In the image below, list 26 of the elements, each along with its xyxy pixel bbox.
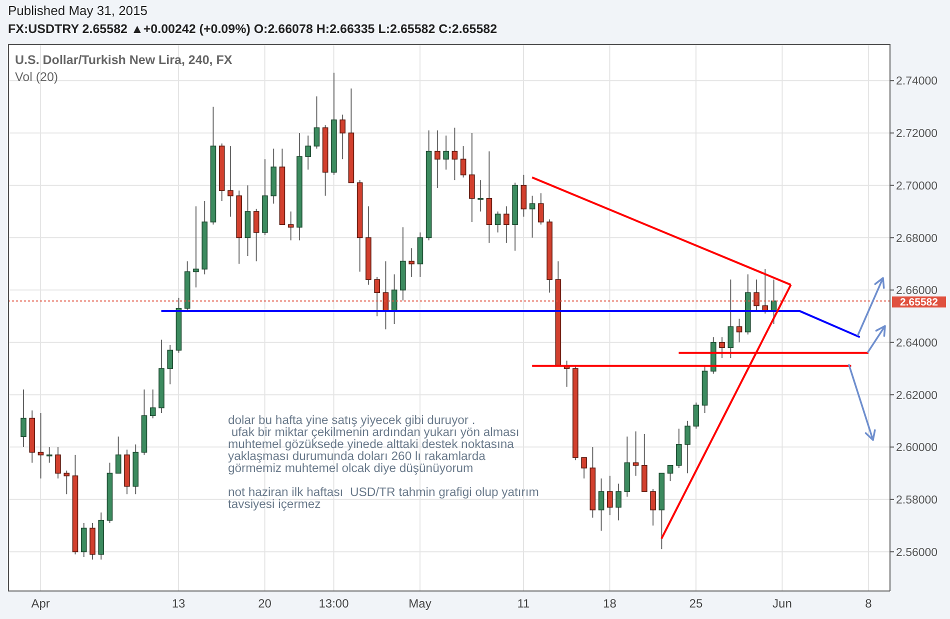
x-tick-label: Apr: [31, 596, 50, 611]
x-tick-label: May: [408, 596, 432, 611]
x-tick-label: 20: [258, 596, 272, 611]
x-tick-label: 8: [865, 596, 872, 611]
annotation: Vol (20): [15, 70, 58, 84]
x-tick-label: 13:00: [318, 596, 350, 611]
x-tick-label: 13: [172, 596, 186, 611]
y-tick-label: 2.58000: [896, 494, 938, 506]
chart-title: FX:USDTRY 2.65582 ▲+0.00242 (+0.09%) O:2.66078 H:2.66335 L:2.65582 C:2.65582: [8, 22, 498, 36]
text: U.S. Dollar/Turkish New Lira, 240, FX: [15, 53, 232, 67]
annotation: dolar bu hafta yine satış yiyecek gibi duruyor . ufak bir miktar çekilmenin ardından yukarı yön alması muhtemel gözüksede yinede alttaki destek noktasına yaklaşması durumunda doları 260 lı rakamlarda görmemiz muhtemel olcak diye düşünüyorum not haziran ilk haftası USD/TR tahmin grafigi olup yatırım tavsiyesi içermez: [228, 413, 539, 511]
y-tick-label: 2.68000: [896, 232, 938, 245]
x-tick-label: 11: [517, 596, 530, 611]
y-tick-label: 2.56000: [896, 546, 938, 559]
y-tick-label: 2.66000: [896, 285, 938, 298]
text: Published May 31, 2015: [8, 3, 148, 18]
x-tick-label: 25: [689, 596, 703, 611]
x-tick-label: 18: [603, 596, 617, 611]
y-tick-label: 2.72000: [896, 128, 938, 140]
ref-line-label: 2.65582: [900, 296, 938, 308]
y-tick-label: 2.64000: [896, 337, 938, 350]
y-tick-label: 2.60000: [896, 442, 938, 454]
y-tick-label: 2.70000: [896, 180, 938, 192]
x-tick-label: Jun: [772, 596, 792, 611]
y-tick-label: 2.74000: [896, 76, 938, 88]
y-tick-label: 2.62000: [896, 390, 938, 402]
